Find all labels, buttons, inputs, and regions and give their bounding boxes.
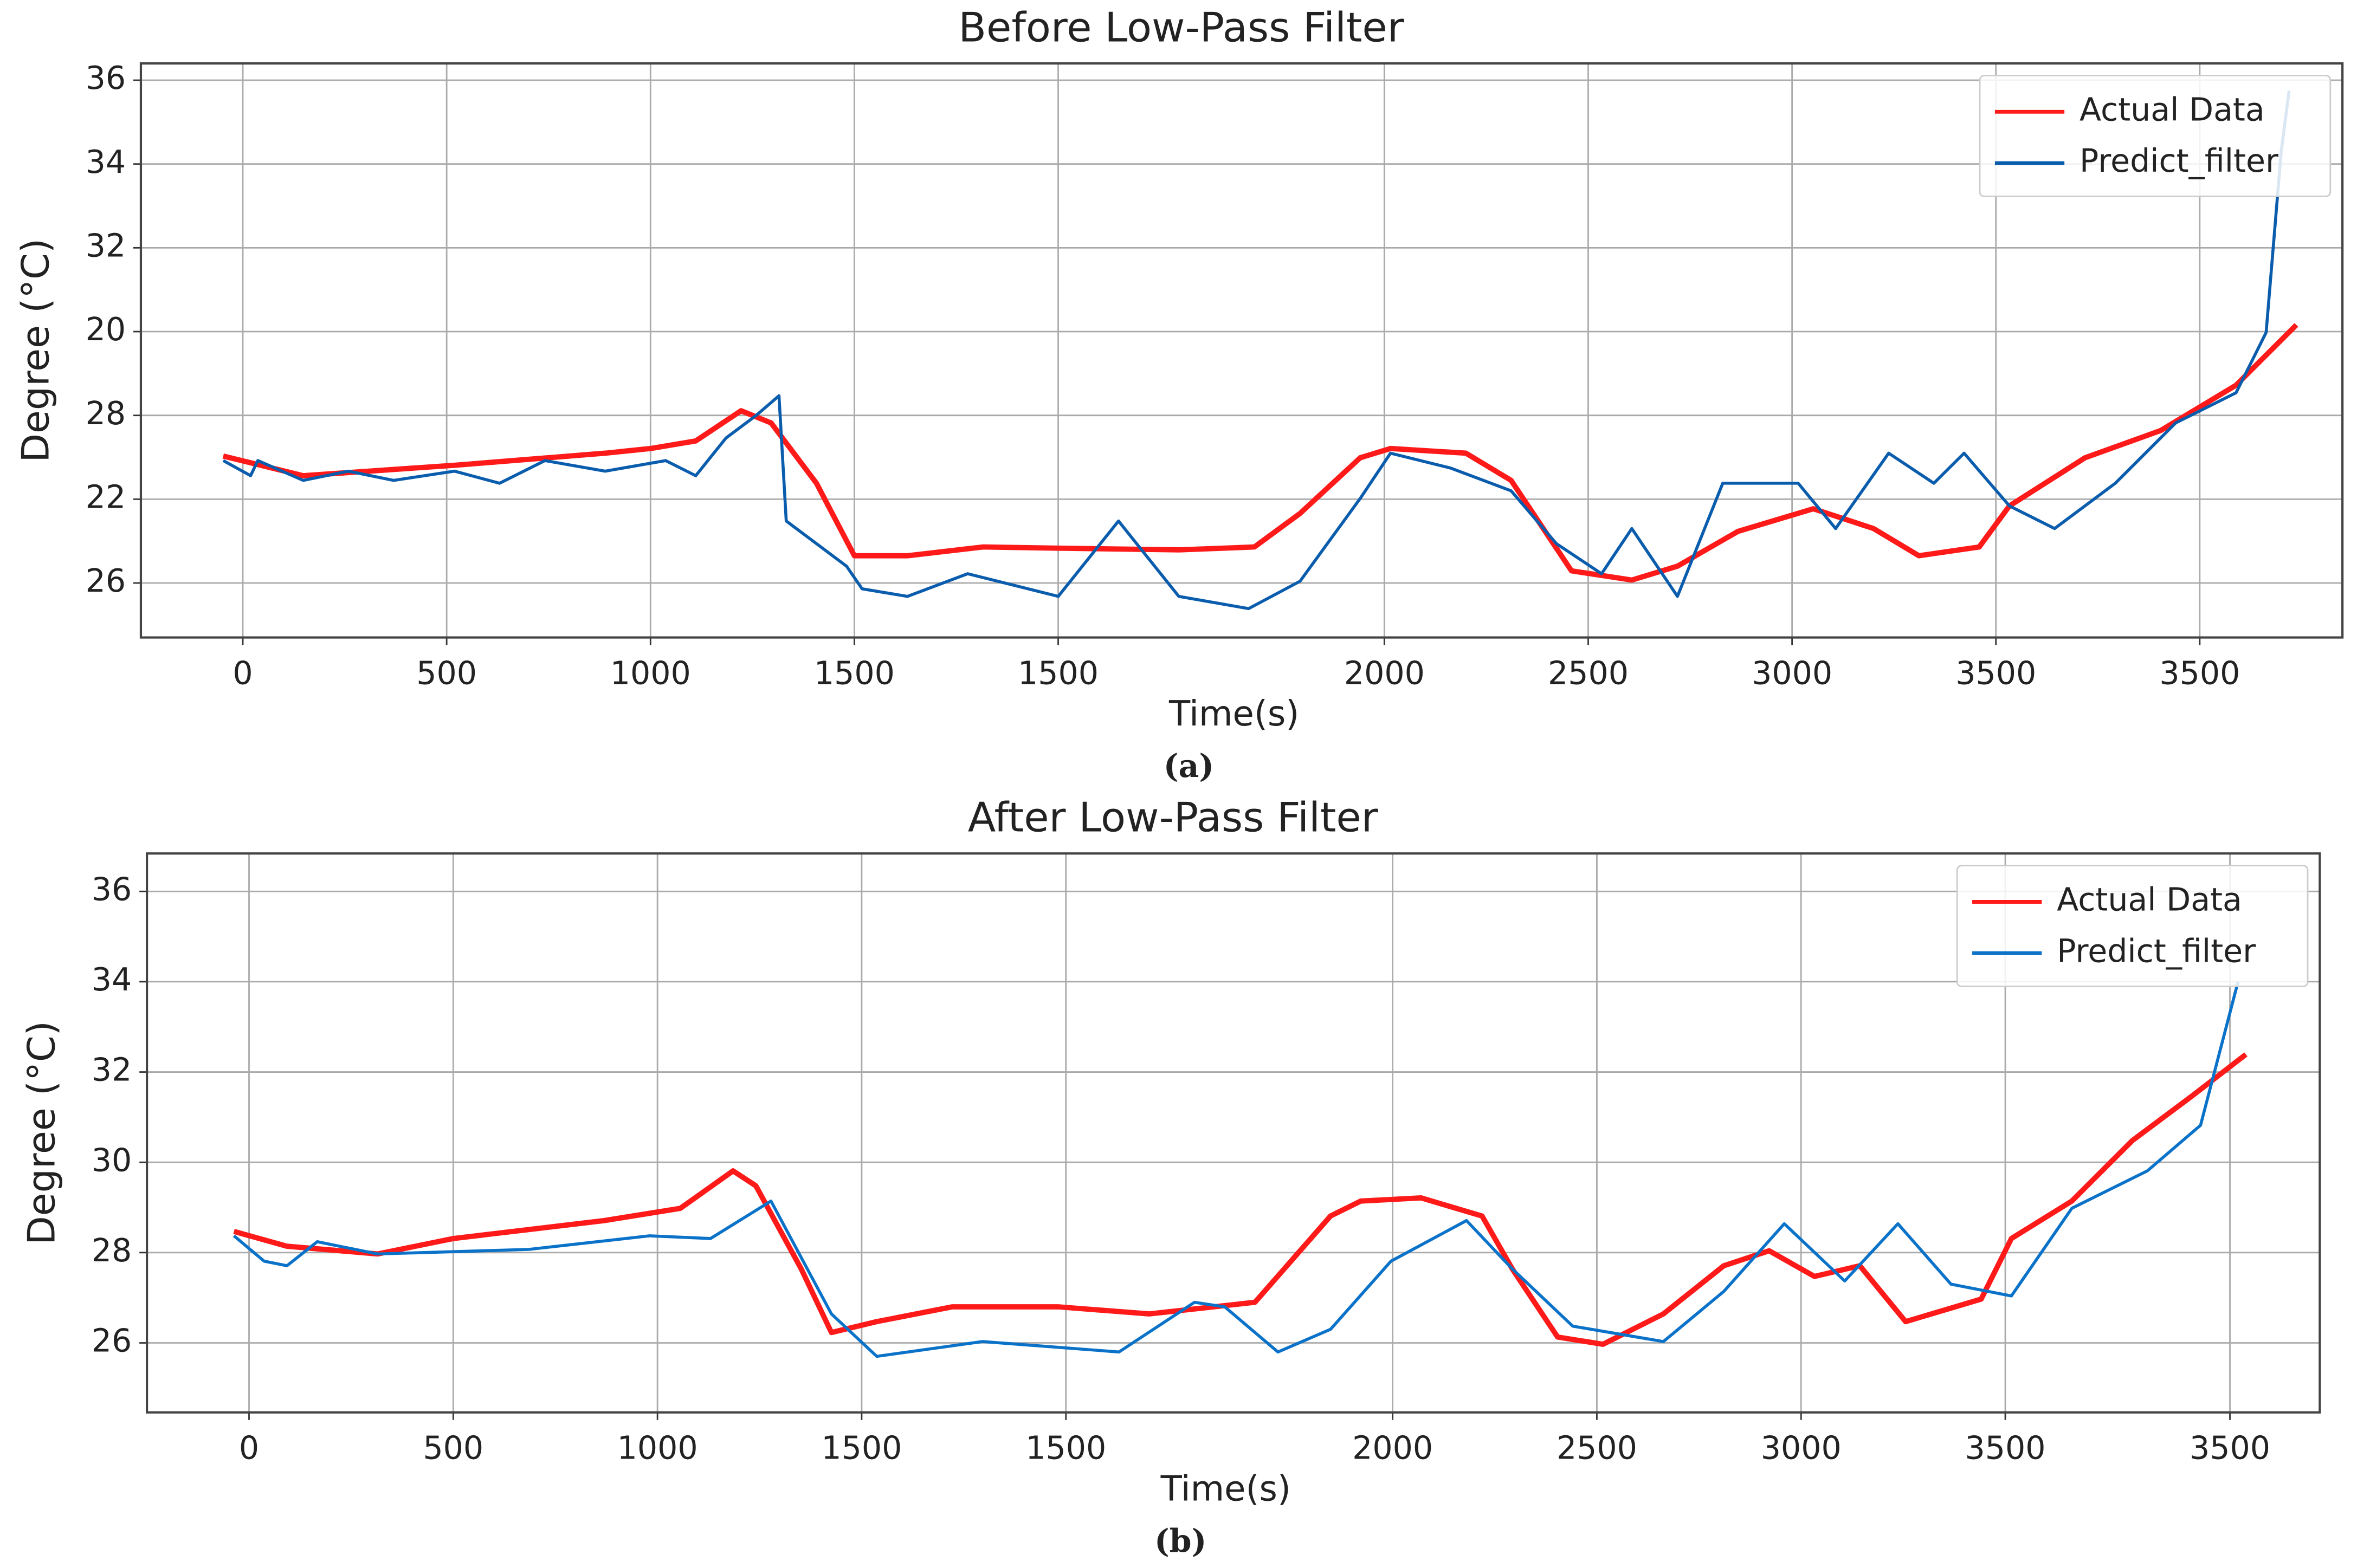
legend-label: Predict_filter [2057, 932, 2256, 969]
y-tick-label: 28 [86, 395, 126, 432]
legend-label: Predict_filter [2080, 142, 2279, 179]
y-tick-label: 26 [92, 1323, 132, 1359]
y-tick-label: 20 [86, 311, 126, 348]
x-axis-label: Time(s) [1168, 694, 1299, 734]
legend-box [1979, 75, 2332, 197]
x-tick-label: 1500 [1018, 655, 1099, 691]
series-line [222, 323, 2298, 583]
x-tick-label: 3500 [2159, 655, 2240, 691]
y-tick-label: 30 [92, 1142, 132, 1178]
x-tick-label: 2000 [1352, 1430, 1433, 1467]
y-tick-label: 34 [86, 144, 126, 180]
x-tick-label: 2500 [1548, 655, 1629, 691]
y-tick-label: 32 [86, 227, 126, 264]
x-axis-label: Time(s) [1160, 1468, 1291, 1509]
series-line [233, 981, 2240, 1358]
x-tick-label: 3500 [1965, 1430, 2046, 1467]
chart-title: Before Low-Pass Filter [958, 3, 1404, 51]
y-tick-label: 22 [86, 478, 126, 515]
x-tick-label: 3500 [2190, 1430, 2270, 1467]
x-tick-label: 1000 [617, 1430, 698, 1467]
x-tick-label: 3500 [1955, 655, 2036, 691]
x-tick-label: 0 [239, 1430, 259, 1467]
x-tick-label: 1500 [1025, 1430, 1106, 1467]
x-tick-label: 1500 [814, 655, 895, 691]
plot-frame [139, 62, 2344, 639]
x-tick-label: 1000 [610, 655, 691, 691]
plot-frame [146, 852, 2321, 1414]
y-tick-label: 36 [92, 871, 132, 908]
x-tick-label: 2000 [1344, 655, 1425, 691]
y-tick-label: 32 [92, 1052, 132, 1088]
x-tick-label: 500 [416, 655, 477, 691]
y-axis-label: Degree (°C) [14, 238, 57, 463]
x-tick-label: 1500 [821, 1430, 902, 1467]
chart-title: After Low-Pass Filter [968, 793, 1378, 841]
y-axis-label: Degree (°C) [20, 1021, 64, 1245]
legend-label: Actual Data [2080, 91, 2265, 128]
y-tick-label: 34 [92, 961, 132, 998]
y-tick-label: 36 [86, 60, 126, 96]
legend-label: Actual Data [2057, 882, 2242, 918]
caption: (a) [1164, 747, 1214, 785]
caption: (b) [1154, 1522, 1206, 1559]
x-tick-label: 2500 [1557, 1430, 1637, 1467]
y-tick-label: 26 [86, 562, 126, 599]
x-tick-label: 500 [423, 1430, 483, 1467]
series-line [233, 1052, 2248, 1347]
x-tick-label: 3000 [1752, 655, 1832, 691]
y-tick-label: 28 [92, 1232, 132, 1269]
x-tick-label: 3000 [1761, 1430, 1842, 1467]
series-line [222, 90, 2291, 611]
x-tick-label: 0 [233, 655, 253, 691]
legend-box [1956, 865, 2309, 987]
plot-area [140, 63, 2343, 638]
